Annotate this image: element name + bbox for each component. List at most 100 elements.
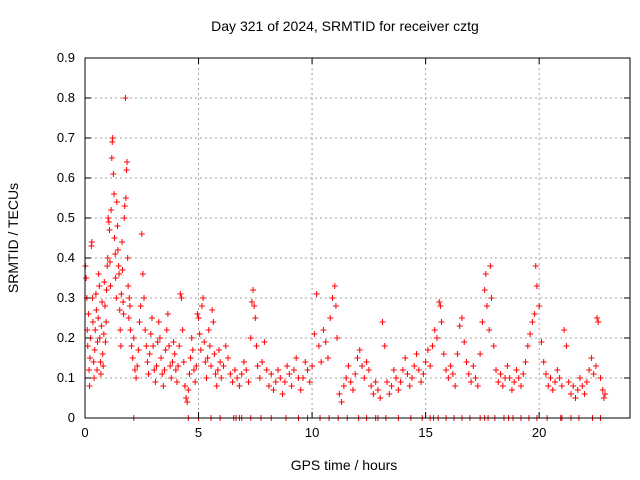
data-point-marker — [97, 371, 104, 377]
data-point-marker — [482, 271, 489, 277]
data-point-marker — [114, 223, 121, 229]
data-point-marker — [117, 343, 124, 349]
data-point-marker — [449, 371, 456, 377]
data-point-marker — [105, 219, 112, 225]
data-point-marker — [481, 287, 488, 293]
data-point-marker — [175, 363, 182, 369]
data-point-marker — [176, 343, 183, 349]
data-point-marker — [214, 367, 221, 373]
data-point-marker — [436, 299, 443, 305]
data-point-marker — [349, 387, 356, 393]
data-point-marker — [229, 379, 236, 385]
data-point-marker — [200, 295, 207, 301]
data-point-marker — [529, 319, 536, 325]
data-point-marker — [114, 247, 121, 253]
data-point-marker — [147, 331, 154, 337]
data-point-marker — [100, 363, 107, 369]
data-point-marker — [411, 363, 418, 369]
data-point-marker — [533, 283, 540, 289]
data-point-marker — [227, 371, 234, 377]
data-point-marker — [286, 371, 293, 377]
data-point-marker — [390, 367, 397, 373]
data-point-marker — [393, 375, 400, 381]
data-point-marker — [84, 343, 91, 349]
data-point-marker — [128, 343, 135, 349]
data-point-marker — [490, 343, 497, 349]
data-point-marker — [121, 215, 128, 221]
data-point-marker — [284, 363, 291, 369]
data-point-marker — [184, 399, 191, 405]
data-point-marker — [95, 271, 102, 277]
data-point-marker — [89, 319, 96, 325]
data-point-marker — [461, 339, 468, 345]
data-point-marker — [279, 391, 286, 397]
data-point-marker — [277, 375, 284, 381]
data-point-marker — [251, 303, 258, 309]
data-point-marker — [508, 387, 515, 393]
data-point-marker — [422, 359, 429, 365]
y-tick-label: 0.8 — [57, 90, 75, 105]
data-point-marker — [415, 367, 422, 373]
data-point-marker — [536, 303, 543, 309]
data-point-marker — [437, 303, 444, 309]
y-tick-label: 0.3 — [57, 290, 75, 305]
data-point-marker — [545, 383, 552, 389]
x-axis-label: GPS time / hours — [291, 457, 398, 473]
data-point-marker — [586, 367, 593, 373]
data-point-marker — [210, 319, 217, 325]
data-point-marker — [152, 379, 159, 385]
data-point-marker — [116, 271, 123, 277]
data-point-marker — [300, 375, 306, 381]
data-point-marker — [513, 367, 520, 373]
data-point-marker — [124, 159, 131, 165]
data-point-marker — [236, 383, 243, 389]
data-point-marker — [463, 359, 470, 365]
data-point-marker — [406, 383, 413, 389]
data-point-marker — [248, 299, 255, 305]
data-point-marker — [556, 375, 563, 381]
data-point-marker — [160, 383, 167, 389]
data-point-marker — [86, 355, 93, 361]
data-point-marker — [231, 367, 238, 373]
data-point-marker — [372, 379, 379, 385]
data-point-marker — [196, 331, 203, 337]
data-point-marker — [88, 239, 95, 245]
data-point-marker — [204, 355, 211, 361]
data-point-marker — [105, 215, 112, 221]
data-point-marker — [113, 199, 120, 205]
grid-lines — [85, 58, 630, 418]
data-point-marker — [96, 335, 103, 341]
y-tick-label: 0.5 — [57, 210, 75, 225]
data-point-marker — [201, 339, 208, 345]
data-point-marker — [168, 375, 175, 381]
data-point-marker — [443, 367, 450, 373]
data-point-marker — [156, 335, 163, 341]
data-point-marker — [313, 291, 320, 297]
data-point-marker — [477, 351, 484, 357]
data-point-marker — [95, 315, 102, 321]
data-point-marker — [602, 391, 609, 397]
plot-area-border — [84, 57, 631, 419]
data-point-marker — [91, 347, 98, 353]
data-point-marker — [470, 363, 477, 369]
chart-title: Day 321 of 2024, SRMTID for receiver czt… — [211, 18, 479, 34]
data-point-marker — [263, 367, 270, 373]
data-point-marker — [315, 343, 322, 349]
data-point-marker — [311, 331, 318, 337]
data-point-marker — [117, 327, 124, 333]
data-point-marker — [538, 339, 545, 345]
data-point-marker — [487, 263, 494, 269]
data-point-marker — [127, 327, 134, 333]
data-point-marker — [222, 343, 229, 349]
data-point-marker — [97, 359, 104, 365]
data-point-marker — [205, 327, 212, 333]
data-point-marker — [452, 383, 459, 389]
data-point-marker — [599, 387, 606, 393]
data-point-marker — [570, 383, 577, 389]
data-point-marker — [191, 367, 197, 373]
data-point-marker — [504, 363, 511, 369]
data-point-marker — [268, 371, 275, 377]
data-point-marker — [99, 299, 106, 305]
data-point-marker — [381, 343, 388, 349]
data-point-marker — [361, 375, 368, 381]
